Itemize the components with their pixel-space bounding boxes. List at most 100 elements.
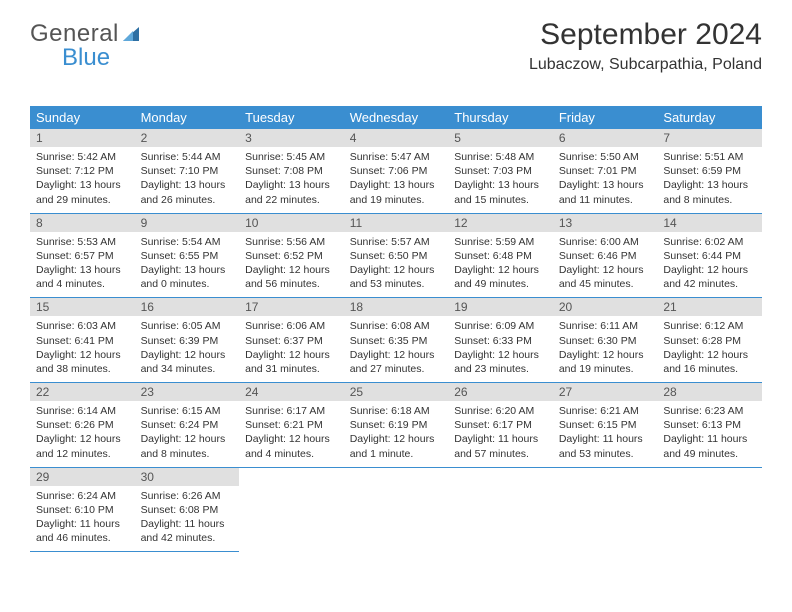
sunrise-line: Sunrise: 5:45 AM (245, 150, 338, 164)
daylight-line: Daylight: 12 hours and 34 minutes. (141, 348, 234, 376)
daylight-line: Daylight: 12 hours and 38 minutes. (36, 348, 129, 376)
day-content: Sunrise: 6:08 AMSunset: 6:35 PMDaylight:… (344, 316, 449, 382)
day-number: 21 (657, 298, 762, 316)
calendar-day-cell: 27Sunrise: 6:21 AMSunset: 6:15 PMDayligh… (553, 383, 658, 468)
day-number: 10 (239, 214, 344, 232)
calendar-day-cell: 15Sunrise: 6:03 AMSunset: 6:41 PMDayligh… (30, 298, 135, 383)
day-content: Sunrise: 6:02 AMSunset: 6:44 PMDaylight:… (657, 232, 762, 298)
sunset-line: Sunset: 6:26 PM (36, 418, 129, 432)
sunrise-line: Sunrise: 5:53 AM (36, 235, 129, 249)
sunset-line: Sunset: 6:37 PM (245, 334, 338, 348)
sail-icon (121, 25, 141, 43)
day-content: Sunrise: 6:21 AMSunset: 6:15 PMDaylight:… (553, 401, 658, 467)
day-content: Sunrise: 6:00 AMSunset: 6:46 PMDaylight:… (553, 232, 658, 298)
sunrise-line: Sunrise: 6:24 AM (36, 489, 129, 503)
calendar-day-cell: 25Sunrise: 6:18 AMSunset: 6:19 PMDayligh… (344, 383, 449, 468)
calendar-day-cell: 20Sunrise: 6:11 AMSunset: 6:30 PMDayligh… (553, 298, 658, 383)
sunset-line: Sunset: 6:08 PM (141, 503, 234, 517)
day-number: 28 (657, 383, 762, 401)
sunset-line: Sunset: 6:39 PM (141, 334, 234, 348)
sunrise-line: Sunrise: 6:26 AM (141, 489, 234, 503)
day-content: Sunrise: 5:54 AMSunset: 6:55 PMDaylight:… (135, 232, 240, 298)
calendar-day-cell: 7Sunrise: 5:51 AMSunset: 6:59 PMDaylight… (657, 129, 762, 213)
day-content: Sunrise: 6:26 AMSunset: 6:08 PMDaylight:… (135, 486, 240, 552)
day-number: 23 (135, 383, 240, 401)
sunrise-line: Sunrise: 6:18 AM (350, 404, 443, 418)
daylight-line: Daylight: 12 hours and 12 minutes. (36, 432, 129, 460)
day-content: Sunrise: 6:11 AMSunset: 6:30 PMDaylight:… (553, 316, 658, 382)
calendar-day-cell: 4Sunrise: 5:47 AMSunset: 7:06 PMDaylight… (344, 129, 449, 213)
day-number: 2 (135, 129, 240, 147)
day-content: Sunrise: 6:12 AMSunset: 6:28 PMDaylight:… (657, 316, 762, 382)
sunset-line: Sunset: 6:19 PM (350, 418, 443, 432)
sunrise-line: Sunrise: 6:21 AM (559, 404, 652, 418)
daylight-line: Daylight: 12 hours and 45 minutes. (559, 263, 652, 291)
sunset-line: Sunset: 6:33 PM (454, 334, 547, 348)
sunrise-line: Sunrise: 6:20 AM (454, 404, 547, 418)
location: Lubaczow, Subcarpathia, Poland (529, 56, 762, 74)
calendar-week-row: 29Sunrise: 6:24 AMSunset: 6:10 PMDayligh… (30, 467, 762, 552)
calendar-day-cell: 22Sunrise: 6:14 AMSunset: 6:26 PMDayligh… (30, 383, 135, 468)
day-content: Sunrise: 5:57 AMSunset: 6:50 PMDaylight:… (344, 232, 449, 298)
daylight-line: Daylight: 13 hours and 19 minutes. (350, 178, 443, 206)
sunset-line: Sunset: 6:50 PM (350, 249, 443, 263)
day-number: 8 (30, 214, 135, 232)
day-content: Sunrise: 5:51 AMSunset: 6:59 PMDaylight:… (657, 147, 762, 213)
calendar-week-row: 22Sunrise: 6:14 AMSunset: 6:26 PMDayligh… (30, 383, 762, 468)
day-content: Sunrise: 6:23 AMSunset: 6:13 PMDaylight:… (657, 401, 762, 467)
sunset-line: Sunset: 6:17 PM (454, 418, 547, 432)
sunset-line: Sunset: 6:15 PM (559, 418, 652, 432)
calendar-week-row: 8Sunrise: 5:53 AMSunset: 6:57 PMDaylight… (30, 213, 762, 298)
calendar-day-cell: 18Sunrise: 6:08 AMSunset: 6:35 PMDayligh… (344, 298, 449, 383)
day-number: 18 (344, 298, 449, 316)
day-content: Sunrise: 6:18 AMSunset: 6:19 PMDaylight:… (344, 401, 449, 467)
daylight-line: Daylight: 13 hours and 15 minutes. (454, 178, 547, 206)
daylight-line: Daylight: 13 hours and 0 minutes. (141, 263, 234, 291)
day-number: 26 (448, 383, 553, 401)
day-content: Sunrise: 5:53 AMSunset: 6:57 PMDaylight:… (30, 232, 135, 298)
daylight-line: Daylight: 11 hours and 49 minutes. (663, 432, 756, 460)
calendar-day-cell: 16 Sunrise: 6:05 AMSunset: 6:39 PMDayligh… (135, 298, 240, 383)
sunset-line: Sunset: 6:13 PM (663, 418, 756, 432)
calendar-day-cell: 1Sunrise: 5:42 AMSunset: 7:12 PMDaylight… (30, 129, 135, 213)
header: September 2024 Lubaczow, Subcarpathia, P… (529, 18, 762, 74)
calendar-table: Sunday Monday Tuesday Wednesday Thursday… (30, 106, 762, 552)
sunset-line: Sunset: 6:44 PM (663, 249, 756, 263)
sunrise-line: Sunrise: 5:59 AM (454, 235, 547, 249)
weekday-header: Sunday (30, 106, 135, 129)
sunrise-line: Sunrise: 6:02 AM (663, 235, 756, 249)
sunset-line: Sunset: 6:21 PM (245, 418, 338, 432)
sunrise-line: Sunrise: 6:05 AM (141, 319, 234, 333)
day-content: Sunrise: 5:47 AMSunset: 7:06 PMDaylight:… (344, 147, 449, 213)
day-number: 27 (553, 383, 658, 401)
calendar-day-cell (553, 467, 658, 552)
calendar-day-cell: 23Sunrise: 6:15 AMSunset: 6:24 PMDayligh… (135, 383, 240, 468)
daylight-line: Daylight: 12 hours and 53 minutes. (350, 263, 443, 291)
sunset-line: Sunset: 6:10 PM (36, 503, 129, 517)
sunrise-line: Sunrise: 6:08 AM (350, 319, 443, 333)
weekday-header: Friday (553, 106, 658, 129)
daylight-line: Daylight: 12 hours and 19 minutes. (559, 348, 652, 376)
day-number: 16 (135, 298, 240, 316)
day-number: 4 (344, 129, 449, 147)
day-number: 11 (344, 214, 449, 232)
sunrise-line: Sunrise: 6:00 AM (559, 235, 652, 249)
calendar-week-row: 15Sunrise: 6:03 AMSunset: 6:41 PMDayligh… (30, 298, 762, 383)
calendar-day-cell: 6Sunrise: 5:50 AMSunset: 7:01 PMDaylight… (553, 129, 658, 213)
sunset-line: Sunset: 6:46 PM (559, 249, 652, 263)
daylight-line: Daylight: 12 hours and 1 minute. (350, 432, 443, 460)
daylight-line: Daylight: 12 hours and 23 minutes. (454, 348, 547, 376)
day-content: Sunrise: 6:03 AMSunset: 6:41 PMDaylight:… (30, 316, 135, 382)
daylight-line: Daylight: 12 hours and 42 minutes. (663, 263, 756, 291)
daylight-line: Daylight: 12 hours and 31 minutes. (245, 348, 338, 376)
sunset-line: Sunset: 6:59 PM (663, 164, 756, 178)
sunset-line: Sunset: 6:35 PM (350, 334, 443, 348)
calendar-day-cell (657, 467, 762, 552)
sunset-line: Sunset: 6:48 PM (454, 249, 547, 263)
calendar-day-cell: 24Sunrise: 6:17 AMSunset: 6:21 PMDayligh… (239, 383, 344, 468)
day-number: 7 (657, 129, 762, 147)
day-number: 15 (30, 298, 135, 316)
calendar-day-cell (239, 467, 344, 552)
daylight-line: Daylight: 12 hours and 27 minutes. (350, 348, 443, 376)
calendar-day-cell: 21Sunrise: 6:12 AMSunset: 6:28 PMDayligh… (657, 298, 762, 383)
